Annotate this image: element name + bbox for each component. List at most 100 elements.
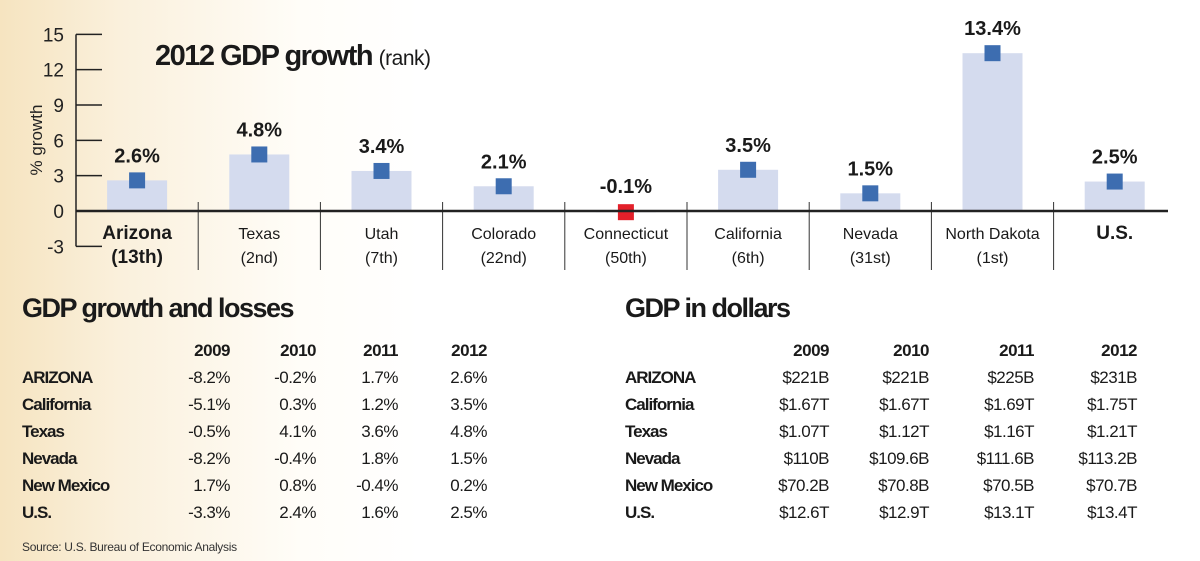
data-label: 3.5% xyxy=(725,135,771,157)
row-label: Nevada xyxy=(625,449,680,468)
category-label: Nevada xyxy=(843,226,898,243)
table-cell: $70.8B xyxy=(878,476,929,495)
table-cell: -3.3% xyxy=(188,503,230,522)
rank-label: (1st) xyxy=(977,250,1009,267)
chart-title: 2012 GDP growth (rank) xyxy=(155,40,431,73)
table-cell: $70.7B xyxy=(1086,476,1137,495)
table-cell: $1.67T xyxy=(779,395,829,414)
bar-texas xyxy=(229,154,290,211)
table-cell: -8.2% xyxy=(188,368,230,387)
rank-label: (50th) xyxy=(605,250,647,267)
category-label: Utah xyxy=(365,226,399,243)
table-cell: 0.8% xyxy=(279,476,316,495)
growth-table-title: GDP growth and losses xyxy=(22,293,295,323)
table-cell: -0.5% xyxy=(188,422,230,441)
category-label: Arizona xyxy=(102,223,172,244)
table-cell: 1.6% xyxy=(361,503,398,522)
y-tick-label: 3 xyxy=(53,167,64,188)
year-header: 2012 xyxy=(451,341,487,360)
table-cell: 2.4% xyxy=(279,503,316,522)
table-cell: $1.12T xyxy=(879,422,929,441)
table-cell: $1.75T xyxy=(1087,395,1137,414)
category-label: North Dakota xyxy=(945,226,1039,243)
dollars-table-title: GDP in dollars xyxy=(625,293,791,323)
table-cell: $221B xyxy=(782,368,829,387)
table-cell: $13.4T xyxy=(1087,503,1137,522)
year-header: 2011 xyxy=(999,341,1034,360)
data-label: -0.1% xyxy=(600,176,652,198)
table-cell: 1.8% xyxy=(361,449,398,468)
table-cell: -0.2% xyxy=(274,368,316,387)
bar-nevada xyxy=(840,193,901,211)
data-label: 4.8% xyxy=(237,119,283,141)
data-label: 2.6% xyxy=(114,145,160,167)
table-cell: $70.5B xyxy=(983,476,1034,495)
table-cell: $12.9T xyxy=(879,503,929,522)
year-header: 2012 xyxy=(1101,341,1137,360)
growth-chart: 15 12 9 6 3 0 -3 % growth 2.6% Arizona (13th) 4.8% T… xyxy=(27,18,1168,270)
value-marker xyxy=(862,185,879,202)
rank-label: (6th) xyxy=(732,250,765,267)
table-cell: -0.4% xyxy=(274,449,316,468)
row-label: ARIZONA xyxy=(22,368,93,387)
y-tick-label: -3 xyxy=(47,237,64,258)
y-tick-label: 6 xyxy=(53,131,64,152)
value-marker xyxy=(373,162,390,179)
category-label: U.S. xyxy=(1096,223,1133,244)
value-marker xyxy=(1106,173,1123,190)
table-cell: 0.3% xyxy=(279,395,316,414)
rank-label: (22nd) xyxy=(481,250,527,267)
table-cell: -8.2% xyxy=(188,449,230,468)
table-cell: 1.2% xyxy=(361,395,398,414)
y-tick-label: 15 xyxy=(43,25,64,46)
table-cell: 4.1% xyxy=(279,422,316,441)
y-tick-label: 0 xyxy=(53,202,64,223)
data-label: 3.4% xyxy=(359,136,405,158)
chart-title-main: 2012 GDP growth xyxy=(155,40,374,72)
row-label: Nevada xyxy=(22,449,77,468)
year-header: 2009 xyxy=(194,341,230,360)
year-header: 2011 xyxy=(363,341,398,360)
row-label: ARIZONA xyxy=(625,368,696,387)
value-marker xyxy=(495,178,512,195)
y-axis-label: % growth xyxy=(27,105,46,176)
year-header: 2009 xyxy=(793,341,829,360)
table-cell: 3.6% xyxy=(361,422,398,441)
data-label: 13.4% xyxy=(964,18,1021,40)
row-label: Texas xyxy=(625,422,668,441)
row-label: California xyxy=(625,395,694,414)
table-cell: $13.1T xyxy=(984,503,1034,522)
table-cell: 2.5% xyxy=(450,503,487,522)
table-cell: $1.07T xyxy=(779,422,829,441)
table-cell: $113.2B xyxy=(1078,449,1137,468)
table-cell: 1.5% xyxy=(450,449,487,468)
category-label: Texas xyxy=(238,226,280,243)
row-label: New Mexico xyxy=(625,476,713,495)
row-label: New Mexico xyxy=(22,476,110,495)
category-label: Connecticut xyxy=(584,226,669,243)
table-cell: 4.8% xyxy=(450,422,487,441)
rank-label: (31st) xyxy=(850,250,891,267)
y-tick-label: 9 xyxy=(53,96,64,117)
table-cell: $1.16T xyxy=(984,422,1034,441)
table-cell: $231B xyxy=(1090,368,1137,387)
data-label: 1.5% xyxy=(848,158,894,180)
data-label: 2.1% xyxy=(481,151,527,173)
table-cell: $109.6B xyxy=(869,449,929,468)
year-header: 2010 xyxy=(280,341,316,360)
table-cell: $12.6T xyxy=(779,503,829,522)
table-cell: $1.69T xyxy=(984,395,1034,414)
category-label: California xyxy=(714,226,782,243)
value-marker xyxy=(984,45,1001,62)
rank-label: (2nd) xyxy=(241,250,278,267)
table-cell: 1.7% xyxy=(361,368,398,387)
value-marker xyxy=(129,172,146,189)
table-cell: $110B xyxy=(783,449,830,468)
table-cell: 2.6% xyxy=(450,368,487,387)
table-cell: 3.5% xyxy=(450,395,487,414)
row-label: U.S. xyxy=(22,503,52,522)
row-label: U.S. xyxy=(625,503,655,522)
year-header: 2010 xyxy=(893,341,929,360)
table-cell: $1.67T xyxy=(879,395,929,414)
chart-title-suffix: (rank) xyxy=(378,47,431,70)
